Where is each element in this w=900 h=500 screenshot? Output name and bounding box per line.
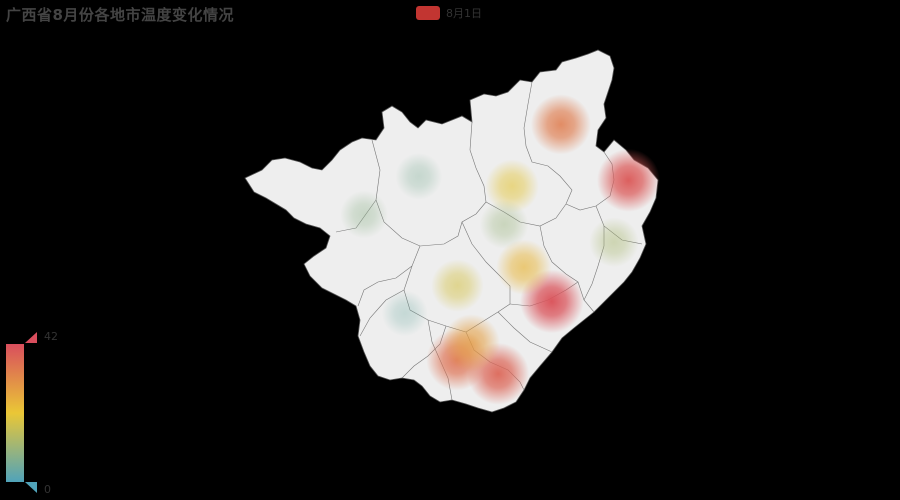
visual-map-handle-min[interactable] [25,482,37,493]
legend-item[interactable]: 8月1日 [416,5,482,21]
heat-point [589,217,639,268]
heat-layer [340,94,660,405]
heat-point [340,190,388,239]
heat-point [485,159,539,213]
legend-swatch [416,6,440,20]
visual-map[interactable] [6,332,37,493]
chart-title: 广西省8月份各地市温度变化情况 [6,6,234,24]
heat-point [442,314,500,372]
heat-point [597,148,660,212]
visual-map-max-label: 42 [44,330,58,343]
visual-map-bar [6,344,24,482]
visual-map-min-label: 0 [44,483,51,496]
heat-point [395,153,443,200]
legend-label: 8月1日 [446,7,482,20]
heat-point [431,259,484,312]
visual-map-handle-max[interactable] [25,332,37,343]
heat-point [381,290,428,337]
heat-point [530,94,592,155]
heat-point [479,200,529,249]
heat-point [496,239,552,295]
